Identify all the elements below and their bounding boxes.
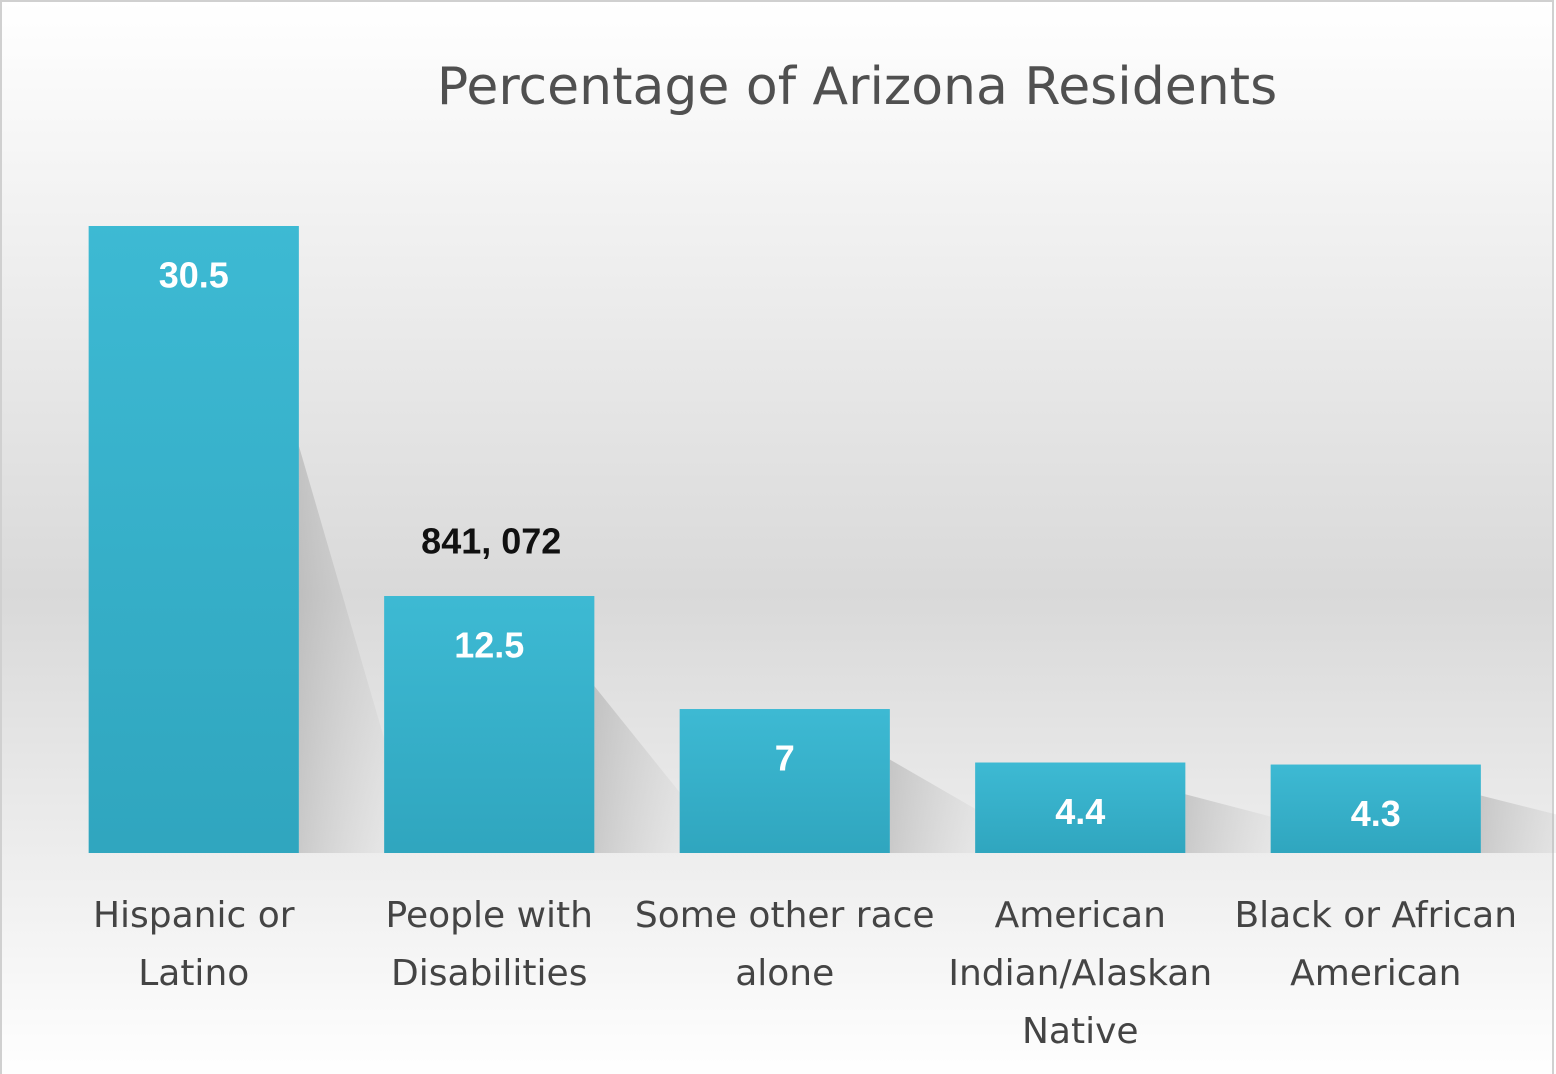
data-label: 12.5	[454, 625, 524, 666]
data-label: 4.3	[1351, 793, 1401, 834]
bar-shadow	[298, 445, 419, 853]
x-tick-label-box: Black or African American	[1234, 895, 1518, 994]
x-tick-label: Black or African American	[1234, 895, 1518, 994]
x-tick-label-box: American Indian/Alaskan Native	[948, 895, 1213, 1052]
bar-gradient	[975, 762, 1186, 853]
x-tick-label-box: Hispanic or Latino	[92, 895, 295, 994]
x-tick-label-box: People with Disabilities	[385, 895, 593, 994]
x-tick-label: People with Disabilities	[385, 895, 593, 994]
bar-gradient	[679, 709, 890, 853]
x-tick-label: Hispanic or Latino	[92, 895, 295, 994]
bar-gradient	[88, 226, 299, 853]
data-label: 4.4	[1055, 791, 1105, 832]
chart-title: Percentage of Arizona Residents	[437, 57, 1277, 117]
x-tick-label: American Indian/Alaskan Native	[948, 895, 1213, 1052]
data-label: 30.5	[159, 255, 229, 296]
bar-shadow	[1480, 795, 1556, 853]
bar-gradient	[384, 596, 595, 853]
data-label: 7	[775, 738, 795, 779]
bar-gradient	[1270, 764, 1481, 853]
annotation: 841, 072	[421, 521, 561, 562]
x-tick-label: Some other race alone	[634, 895, 935, 994]
x-tick-label-box: Some other race alone	[634, 895, 935, 994]
